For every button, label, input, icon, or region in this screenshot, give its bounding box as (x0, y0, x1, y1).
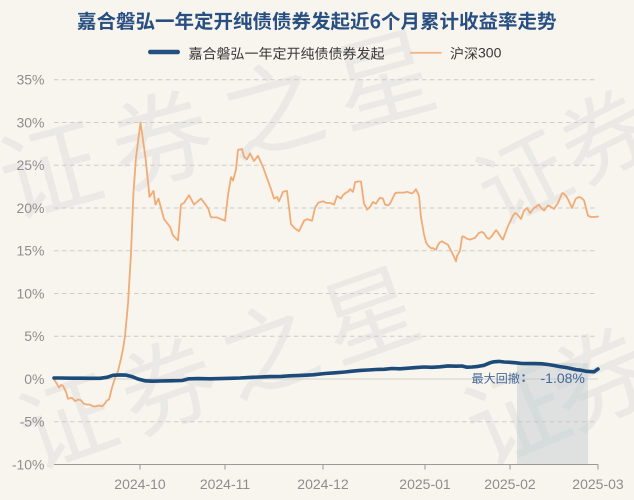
svg-text:20%: 20% (16, 200, 44, 216)
svg-text:2025-03: 2025-03 (572, 476, 624, 492)
svg-text:30%: 30% (16, 114, 44, 130)
svg-text:2024-12: 2024-12 (297, 476, 349, 492)
svg-text:-1.08%: -1.08% (541, 370, 585, 386)
svg-text:10%: 10% (16, 285, 44, 301)
svg-text:-5%: -5% (20, 414, 45, 430)
svg-text:15%: 15% (16, 243, 44, 259)
svg-text:25%: 25% (16, 157, 44, 173)
svg-text:2024-10: 2024-10 (114, 476, 166, 492)
svg-text:35%: 35% (16, 72, 44, 88)
svg-text:-10%: -10% (12, 456, 45, 472)
svg-text:2025-01: 2025-01 (399, 476, 451, 492)
svg-text:0%: 0% (24, 371, 44, 387)
svg-text:2024-11: 2024-11 (200, 476, 251, 492)
svg-text:300: 300 (478, 45, 502, 61)
svg-text:2025-02: 2025-02 (484, 476, 536, 492)
svg-text:5%: 5% (24, 328, 44, 344)
